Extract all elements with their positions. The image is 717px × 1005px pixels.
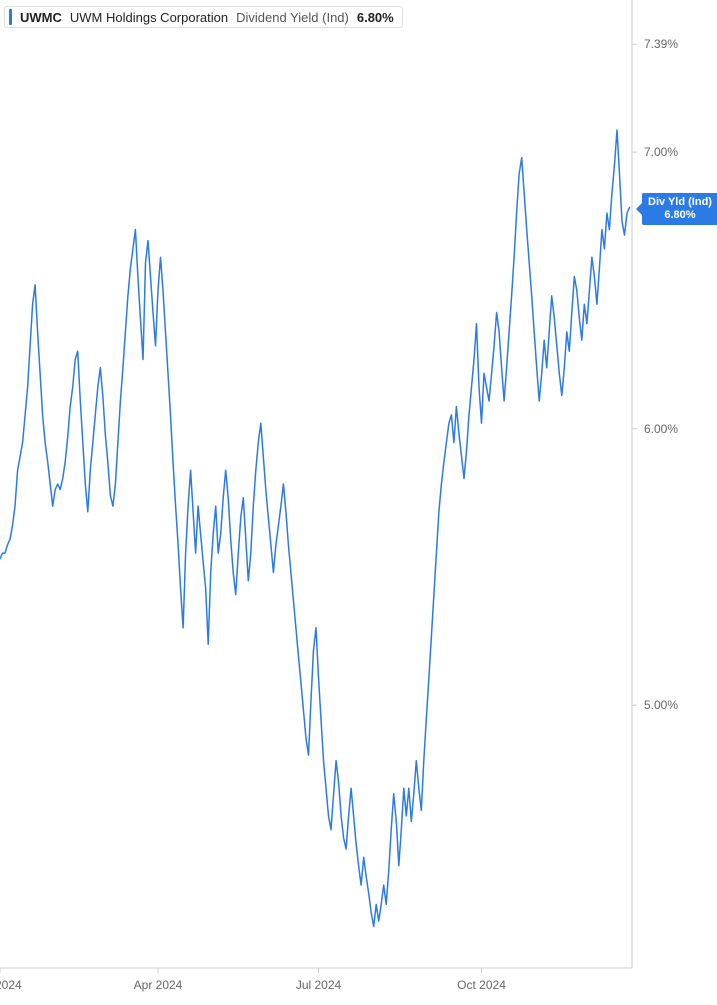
legend-color-bar — [9, 9, 12, 25]
legend-metric: Dividend Yield (Ind) — [236, 10, 349, 25]
y-axis-label: 7.00% — [644, 145, 678, 159]
legend-ticker: UWMC — [20, 10, 62, 25]
x-axis-label: Apr 2024 — [134, 978, 183, 992]
y-axis-label: 6.00% — [644, 422, 678, 436]
x-axis-label: Jul 2024 — [296, 978, 341, 992]
x-axis-label: Oct 2024 — [457, 978, 506, 992]
chart-area[interactable] — [0, 0, 717, 1005]
flag-label: Div Yld (Ind) — [648, 196, 712, 209]
legend-company-name: UWM Holdings Corporation — [70, 10, 228, 25]
current-value-flag: Div Yld (Ind)6.80% — [642, 193, 717, 224]
line-chart-svg — [0, 0, 717, 1005]
flag-value: 6.80% — [648, 209, 712, 222]
y-axis-label: 5.00% — [644, 698, 678, 712]
chart-legend: UWMC UWM Holdings Corporation Dividend Y… — [4, 6, 403, 28]
y-axis-label: 7.39% — [644, 37, 678, 51]
legend-value: 6.80% — [357, 10, 394, 25]
x-axis-label: an 2024 — [0, 978, 22, 992]
